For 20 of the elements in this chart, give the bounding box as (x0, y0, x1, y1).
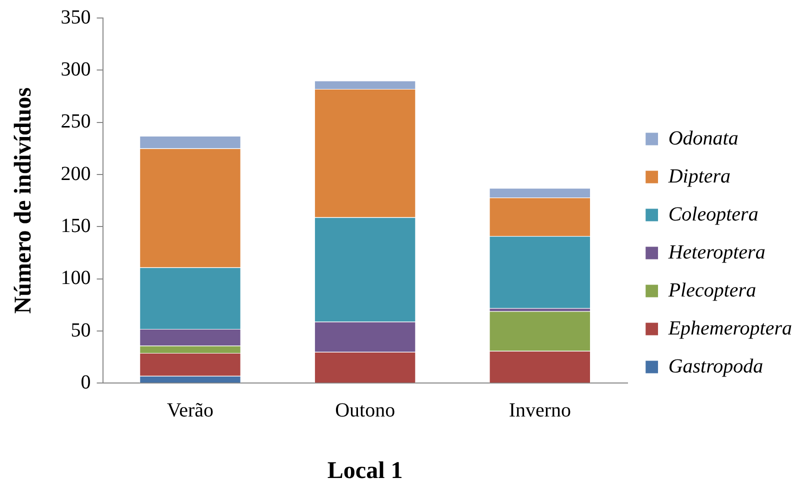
y-tick-label: 0 (80, 371, 91, 394)
x-tick-label: Inverno (508, 399, 572, 422)
y-tick-label: 200 (60, 162, 91, 185)
legend-label: Ephemeroptera (667, 317, 792, 340)
x-tick-label: Outono (335, 399, 396, 422)
legend-label: Odonata (668, 127, 738, 150)
legend-label: Diptera (667, 165, 731, 188)
legend-label: Plecoptera (667, 279, 756, 302)
legend-label: Gastropoda (668, 355, 764, 378)
x-tick-label: Verão (166, 399, 214, 422)
y-tick-label: 250 (60, 110, 91, 133)
y-tick-label: 300 (60, 58, 91, 80)
legend-label: Heteroptera (667, 241, 766, 264)
y-tick-label: 350 (60, 6, 91, 28)
y-tick-label: 100 (60, 267, 91, 290)
x-axis-title: Local 1 (327, 458, 403, 484)
y-tick-label: 150 (60, 214, 91, 237)
y-axis-title: Número de indivíduos (10, 87, 37, 314)
y-tick-label: 50 (70, 319, 91, 342)
legend-label: Coleoptera (668, 203, 758, 226)
